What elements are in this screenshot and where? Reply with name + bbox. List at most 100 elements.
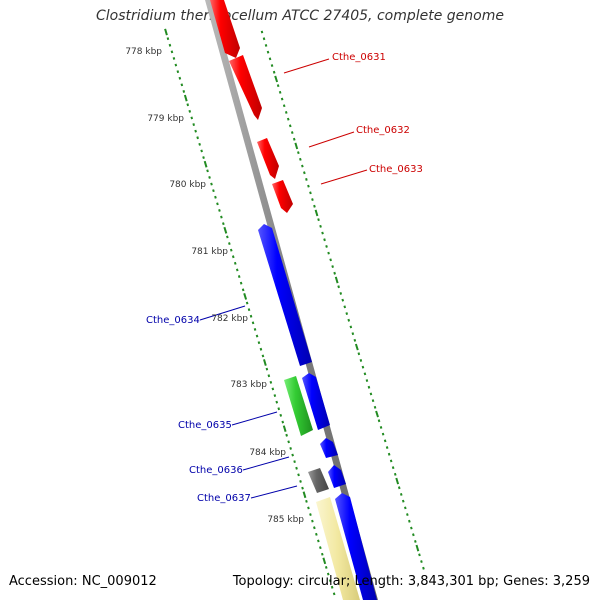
gene-label-cthe-0633[interactable]: Cthe_0633 xyxy=(369,164,423,175)
ruler-minor-tick xyxy=(361,365,365,369)
ruler-minor-tick xyxy=(233,261,237,265)
gene-arrow-cthe-0631[interactable] xyxy=(229,55,262,120)
topology-value: circular xyxy=(297,574,346,589)
ruler-minor-tick xyxy=(332,592,336,596)
ruler-minor-tick xyxy=(257,341,261,345)
ruler-minor-tick xyxy=(178,76,182,80)
ruler-major-tick xyxy=(164,28,168,36)
ruler-track-right xyxy=(260,30,425,570)
ruler-minor-tick xyxy=(261,354,265,358)
ruler-minor-tick xyxy=(249,314,253,318)
gene-arrow-blue-long[interactable] xyxy=(335,493,377,600)
gene-label-cthe-0632[interactable]: Cthe_0632 xyxy=(356,125,410,136)
ruler-minor-tick xyxy=(309,191,312,195)
ruler-minor-tick xyxy=(404,506,407,510)
gene-arrow-gray[interactable] xyxy=(308,468,329,493)
ruler-minor-tick xyxy=(247,308,251,312)
ruler-minor-tick xyxy=(212,189,215,193)
gene-label-cthe-0637[interactable]: Cthe_0637 xyxy=(197,493,251,504)
gene-labels: Cthe_0631 Cthe_0632 Cthe_0633 Cthe_0634 … xyxy=(146,52,423,504)
gene-label-cthe-0631[interactable]: Cthe_0631 xyxy=(332,52,386,63)
ruler-track-left xyxy=(164,28,336,596)
ruler-minor-tick xyxy=(331,265,334,268)
gene-label-cthe-0634[interactable]: Cthe_0634 xyxy=(146,315,200,326)
ruler-minor-tick xyxy=(305,178,308,181)
ruler-minor-tick xyxy=(229,248,233,252)
ruler-major-tick xyxy=(314,209,319,217)
ruler-minor-tick xyxy=(168,43,172,47)
reverse-strand-genes xyxy=(258,224,377,600)
ruler-minor-tick xyxy=(321,231,324,235)
ruler-minor-tick xyxy=(235,268,239,272)
gene-arrow-cthe-0636[interactable] xyxy=(302,373,330,430)
gene-arrow-cthe-0634[interactable] xyxy=(258,224,312,366)
ruler-major-tick xyxy=(183,94,188,102)
ruler-minor-tick xyxy=(264,44,268,47)
ruler-major-tick xyxy=(302,491,307,499)
ruler-minor-tick xyxy=(288,124,292,128)
ruler-minor-tick xyxy=(279,413,283,417)
ruler-minor-tick xyxy=(269,380,273,384)
ruler-minor-tick xyxy=(286,117,290,121)
gene-arrow-cthe-0630[interactable] xyxy=(210,0,240,58)
ruler-minor-tick xyxy=(313,204,316,208)
gene-arrow-cthe-0637[interactable] xyxy=(320,438,338,458)
tick-label-781: 781 kbp xyxy=(191,247,228,257)
ruler-minor-tick xyxy=(330,585,334,589)
tick-label-778: 778 kbp xyxy=(125,47,162,57)
ruler-minor-tick xyxy=(422,566,425,570)
ruler-minor-tick xyxy=(270,64,274,67)
gene-label-cthe-0636[interactable]: Cthe_0636 xyxy=(189,465,243,476)
ruler-minor-tick xyxy=(280,97,284,101)
tick-label-783: 783 kbp xyxy=(230,380,267,390)
ruler-minor-tick xyxy=(328,579,332,583)
ruler-minor-tick xyxy=(200,149,203,153)
ruler-minor-tick xyxy=(255,334,259,338)
ruler-major-tick xyxy=(282,425,287,432)
ruler-minor-tick xyxy=(239,281,243,285)
ruler-minor-tick xyxy=(192,123,195,126)
ruler-minor-tick xyxy=(290,131,294,134)
gene-arrow-cthe-0632[interactable] xyxy=(257,138,279,179)
ruler-minor-tick xyxy=(282,104,286,108)
ruler-minor-tick xyxy=(172,57,176,60)
label-leader-lines xyxy=(199,58,368,499)
gene-label-cthe-0635[interactable]: Cthe_0635 xyxy=(178,420,232,431)
ruler-tick-labels: 778 kbp 779 kbp 780 kbp 781 kbp 782 kbp … xyxy=(125,47,304,525)
ruler-minor-tick xyxy=(307,184,310,188)
ruler-major-tick xyxy=(263,359,267,366)
ruler-minor-tick xyxy=(278,90,282,94)
gene-arrow-cthe-0635[interactable] xyxy=(284,376,313,436)
ruler-minor-tick xyxy=(385,446,389,449)
ruler-minor-tick xyxy=(381,432,385,436)
ruler-minor-tick xyxy=(218,209,221,212)
ruler-minor-tick xyxy=(391,466,395,470)
ruler-minor-tick xyxy=(369,392,373,396)
ruler-minor-tick xyxy=(339,292,343,295)
gene-arrow-blue-small[interactable] xyxy=(328,465,346,488)
ruler-minor-tick xyxy=(226,235,229,239)
tick-label-782: 782 kbp xyxy=(211,314,248,324)
ruler-minor-tick xyxy=(291,453,294,457)
ruler-major-tick xyxy=(294,142,299,150)
ruler-minor-tick xyxy=(301,164,304,168)
ruler-major-tick xyxy=(334,276,339,284)
ruler-minor-tick xyxy=(414,540,417,543)
ruler-minor-tick xyxy=(265,367,269,371)
ruler-minor-tick xyxy=(371,399,375,403)
ruler-minor-tick xyxy=(333,271,336,275)
ruler-minor-tick xyxy=(220,215,223,219)
ruler-minor-tick xyxy=(307,506,310,510)
gene-arrow-yellow[interactable] xyxy=(316,497,360,600)
ruler-minor-tick xyxy=(245,301,249,305)
gene-arrow-cthe-0633[interactable] xyxy=(272,180,293,213)
ruler-minor-tick xyxy=(412,533,415,537)
genome-summary: Topology: circular; Length: 3,843,301 bp… xyxy=(232,574,590,589)
ruler-minor-tick xyxy=(313,526,316,530)
ruler-major-tick xyxy=(322,557,327,565)
ruler-major-tick xyxy=(274,75,279,83)
ruler-minor-tick xyxy=(327,251,330,255)
ruler-minor-tick xyxy=(214,195,217,199)
tick-label-779: 779 kbp xyxy=(147,114,184,124)
